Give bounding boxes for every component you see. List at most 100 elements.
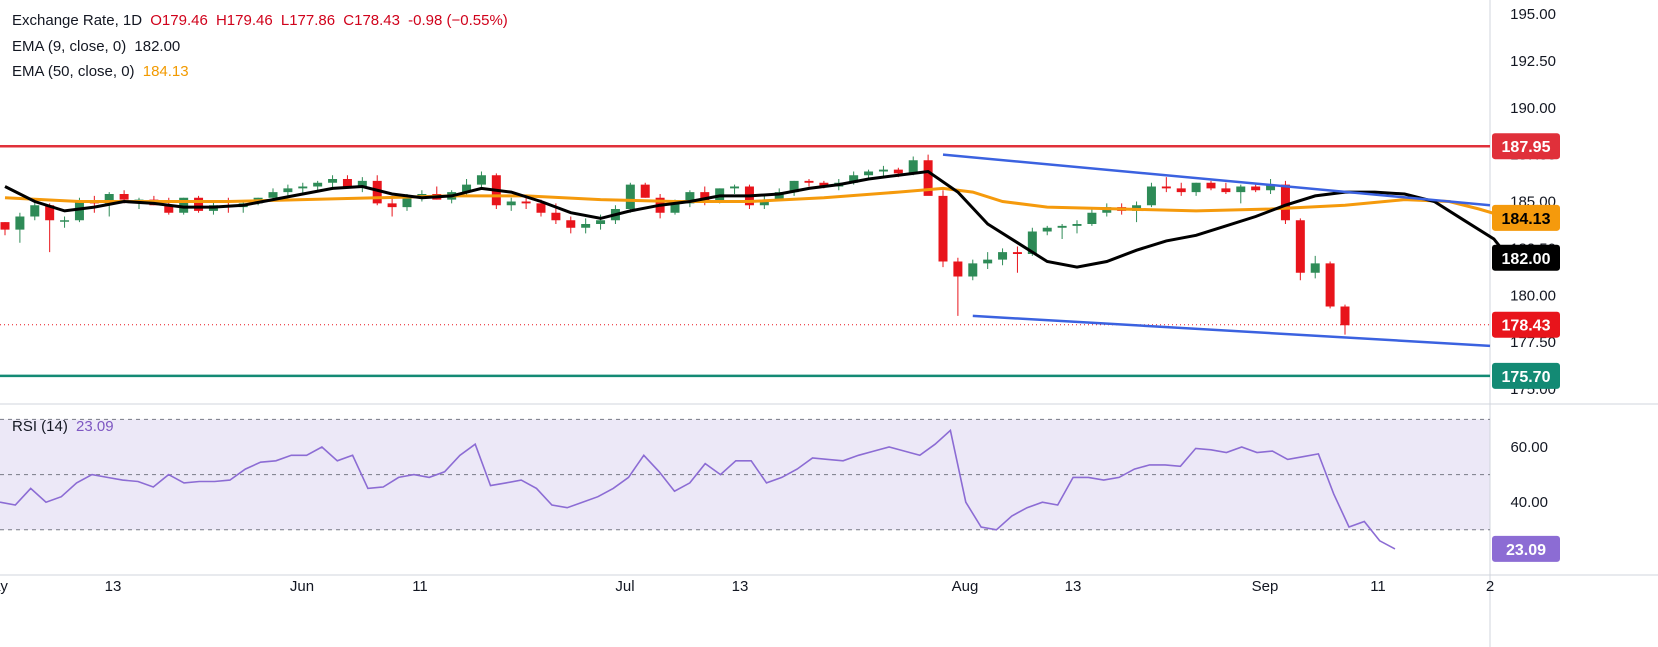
rsi-line (0, 428, 1396, 550)
candle-body (74, 201, 84, 221)
candle-body (0, 222, 10, 230)
legend-main: Exchange Rate, 1D O179.46 H179.46 L177.8… (12, 12, 512, 29)
candle-body (878, 169, 888, 172)
candle-body (730, 186, 740, 189)
rsi-layer (0, 428, 1396, 550)
ema50-line (4, 186, 1510, 220)
candle-body (1012, 252, 1022, 254)
legend-ema9: EMA (9, close, 0) 182.00 (12, 38, 184, 55)
legend-close: C178.43 (343, 12, 400, 29)
candle-body (104, 194, 114, 204)
candle-body (1146, 186, 1156, 206)
candle-body (1221, 188, 1231, 193)
legend-rsi: RSI (14) 23.09 (12, 418, 118, 435)
legend-change: -0.98 (−0.55%) (408, 12, 508, 29)
price-tick-label: 177.50 (1510, 334, 1556, 351)
levels-layer (0, 144, 1490, 378)
candle-body (670, 203, 680, 213)
candle-body (1176, 188, 1186, 193)
resistance-price-badge (1492, 133, 1560, 160)
candle-body (15, 216, 25, 230)
candle-body (968, 263, 978, 277)
candle-body (1266, 184, 1276, 191)
last-price-badge-text: 178.43 (1502, 318, 1551, 335)
channel-upper-line (942, 153, 1491, 207)
support-price-badge-text: 175.70 (1502, 369, 1551, 386)
candle-body (313, 182, 323, 187)
candle-body (759, 199, 769, 206)
candle-body (328, 179, 338, 183)
candle-body (774, 192, 784, 200)
price-tick-label: 190.00 (1510, 100, 1556, 117)
candle-body (268, 192, 278, 198)
legend-ema50: EMA (50, close, 0) 184.13 (12, 63, 193, 80)
candle-body (998, 252, 1008, 260)
candle-body (45, 205, 55, 221)
candle-body (596, 220, 606, 224)
candle-body (700, 192, 710, 202)
candle-body (402, 197, 412, 208)
candle-body (387, 203, 397, 208)
legend-rsi-label: RSI (14) (12, 418, 68, 435)
candle-body (536, 203, 546, 213)
candle-body (30, 205, 40, 217)
rsi-value-badge (1492, 535, 1560, 562)
time-tick-label: Sep (1252, 578, 1279, 595)
legend-ema9-label: EMA (9, close, 0) (12, 38, 127, 55)
candle-body (1340, 306, 1350, 326)
ema9-price-badge-text: 182.00 (1502, 251, 1551, 268)
candle-body (953, 261, 963, 277)
legend-ema50-label: EMA (50, close, 0) (12, 63, 135, 80)
candle-body (1310, 263, 1320, 273)
candle-body (685, 192, 695, 204)
candle-body (1251, 186, 1261, 191)
candle-body (1206, 182, 1216, 189)
candle-body (551, 212, 561, 221)
candle-body (1087, 212, 1097, 224)
candle-body (849, 175, 859, 183)
candle-body (357, 180, 367, 187)
candle-body (476, 175, 486, 185)
trend-layer (942, 153, 1491, 348)
legend-ema9-value: 182.00 (134, 38, 181, 55)
legend-ema50-value: 184.13 (142, 63, 189, 80)
candle-body (625, 184, 635, 209)
candle-body (938, 195, 948, 262)
last-price-badge (1492, 311, 1560, 338)
candle-body (164, 205, 174, 213)
candle-body (983, 259, 993, 264)
ema-layer (4, 169, 1510, 269)
candle-body (1042, 227, 1052, 232)
candle-body (581, 224, 591, 228)
candle-body (1027, 231, 1037, 254)
candle-body (60, 220, 70, 222)
candle-body (1236, 186, 1246, 193)
label-layer: 187.95 184.13 182.00 178.43 175.70 23.09 (1492, 133, 1560, 562)
legend-low: L177.86 (280, 12, 336, 29)
candle-body (1191, 182, 1201, 193)
candle-body (640, 184, 650, 198)
candle-body (119, 194, 129, 200)
time-tick-label: Jul (615, 578, 634, 595)
time-tick-label: 11 (412, 578, 428, 595)
rsi-value-badge-text: 23.09 (1506, 542, 1546, 559)
candle-body (194, 197, 204, 211)
support-price-badge (1492, 362, 1560, 389)
ema50-price-badge-text: 184.13 (1502, 211, 1551, 228)
ema9-line (4, 169, 1510, 269)
rsi-tick-label: 40.00 (1510, 494, 1548, 511)
resistance-price-badge-text: 187.95 (1502, 139, 1551, 156)
candles-layer (0, 154, 1350, 335)
candle-body (298, 186, 308, 189)
candle-body (1161, 186, 1171, 189)
candle-body (789, 180, 799, 193)
candle-body (1325, 263, 1335, 307)
legend-high: H179.46 (215, 12, 273, 29)
candle-body (908, 160, 918, 174)
candle-body (923, 160, 933, 196)
time-tick-label: Jun (290, 578, 314, 595)
candle-body (179, 197, 189, 213)
candle-body (864, 171, 874, 176)
